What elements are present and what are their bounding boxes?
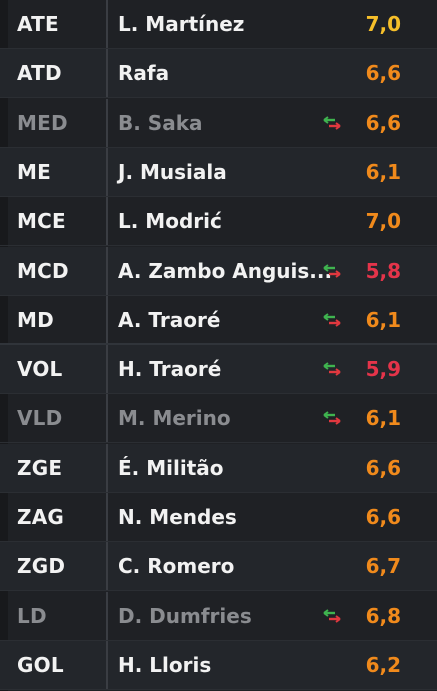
column-divider <box>106 493 108 541</box>
player-name: J. Musiala <box>118 160 227 184</box>
player-row[interactable]: MCE L. Modrić 7,0 <box>0 197 437 246</box>
player-row[interactable]: VOL H. Traoré 5,9 <box>0 345 437 394</box>
position-label: GOL <box>0 653 106 677</box>
substitution-swap-icon <box>322 411 342 425</box>
match-rating: 6,6 <box>366 61 401 85</box>
player-row[interactable]: MD A. Traoré 6,1 <box>0 296 437 345</box>
column-divider <box>106 247 108 295</box>
column-divider <box>106 641 108 689</box>
player-row[interactable]: ZAG N. Mendes 6,6 <box>0 493 437 542</box>
position-label: ATE <box>0 12 106 36</box>
player-name: L. Modrić <box>118 209 222 233</box>
column-divider <box>106 148 108 196</box>
player-row[interactable]: ZGD C. Romero 6,7 <box>0 542 437 591</box>
player-name: L. Martínez <box>118 12 244 36</box>
position-label: VLD <box>0 406 106 430</box>
column-divider <box>106 197 108 245</box>
match-rating: 6,1 <box>366 406 401 430</box>
column-divider <box>106 99 108 147</box>
position-label: ZAG <box>0 505 106 529</box>
match-rating: 6,6 <box>366 111 401 135</box>
player-row[interactable]: ZGE É. Militão 6,6 <box>0 444 437 493</box>
player-row[interactable]: GOL H. Lloris 6,2 <box>0 641 437 690</box>
column-divider <box>106 542 108 590</box>
player-row[interactable]: LD D. Dumfries 6,8 <box>0 592 437 641</box>
player-row[interactable]: ATE L. Martínez 7,0 <box>0 0 437 49</box>
player-name: D. Dumfries <box>118 604 252 628</box>
column-divider <box>106 345 108 393</box>
substitution-swap-icon <box>322 362 342 376</box>
substitution-swap-icon <box>322 313 342 327</box>
column-divider <box>106 592 108 640</box>
player-name: É. Militão <box>118 456 224 480</box>
match-rating: 6,7 <box>366 554 401 578</box>
position-label: MED <box>0 111 106 135</box>
substitution-swap-icon <box>322 609 342 623</box>
match-rating: 5,8 <box>366 259 401 283</box>
position-label: LD <box>0 604 106 628</box>
column-divider <box>106 394 108 442</box>
position-label: ATD <box>0 61 106 85</box>
player-row[interactable]: ATD Rafa 6,6 <box>0 49 437 98</box>
position-label: ZGE <box>0 456 106 480</box>
player-name: H. Traoré <box>118 357 221 381</box>
match-rating: 6,2 <box>366 653 401 677</box>
match-rating: 6,6 <box>366 456 401 480</box>
substitution-swap-icon <box>322 264 342 278</box>
player-name: N. Mendes <box>118 505 237 529</box>
position-label: MD <box>0 308 106 332</box>
player-name: M. Merino <box>118 406 231 430</box>
player-row[interactable]: VLD M. Merino 6,1 <box>0 394 437 443</box>
position-label: VOL <box>0 357 106 381</box>
player-name: H. Lloris <box>118 653 211 677</box>
position-label: MCE <box>0 209 106 233</box>
player-name: Rafa <box>118 61 169 85</box>
match-rating: 6,6 <box>366 505 401 529</box>
substitution-swap-icon <box>322 116 342 130</box>
match-rating: 6,1 <box>366 160 401 184</box>
player-name: B. Saka <box>118 111 203 135</box>
column-divider <box>106 296 108 343</box>
match-rating: 5,9 <box>366 357 401 381</box>
player-row[interactable]: ME J. Musiala 6,1 <box>0 148 437 197</box>
player-row[interactable]: MED B. Saka 6,6 <box>0 99 437 148</box>
position-label: ME <box>0 160 106 184</box>
match-rating: 7,0 <box>366 12 401 36</box>
column-divider <box>106 444 108 492</box>
position-label: ZGD <box>0 554 106 578</box>
player-row[interactable]: MCD A. Zambo Anguis... 5,8 <box>0 247 437 296</box>
match-rating: 6,8 <box>366 604 401 628</box>
player-name: A. Traoré <box>118 308 220 332</box>
player-name: A. Zambo Anguis... <box>118 259 332 283</box>
match-rating: 7,0 <box>366 209 401 233</box>
match-rating: 6,1 <box>366 308 401 332</box>
column-divider <box>106 0 108 48</box>
player-name: C. Romero <box>118 554 234 578</box>
position-label: MCD <box>0 259 106 283</box>
column-divider <box>106 49 108 97</box>
